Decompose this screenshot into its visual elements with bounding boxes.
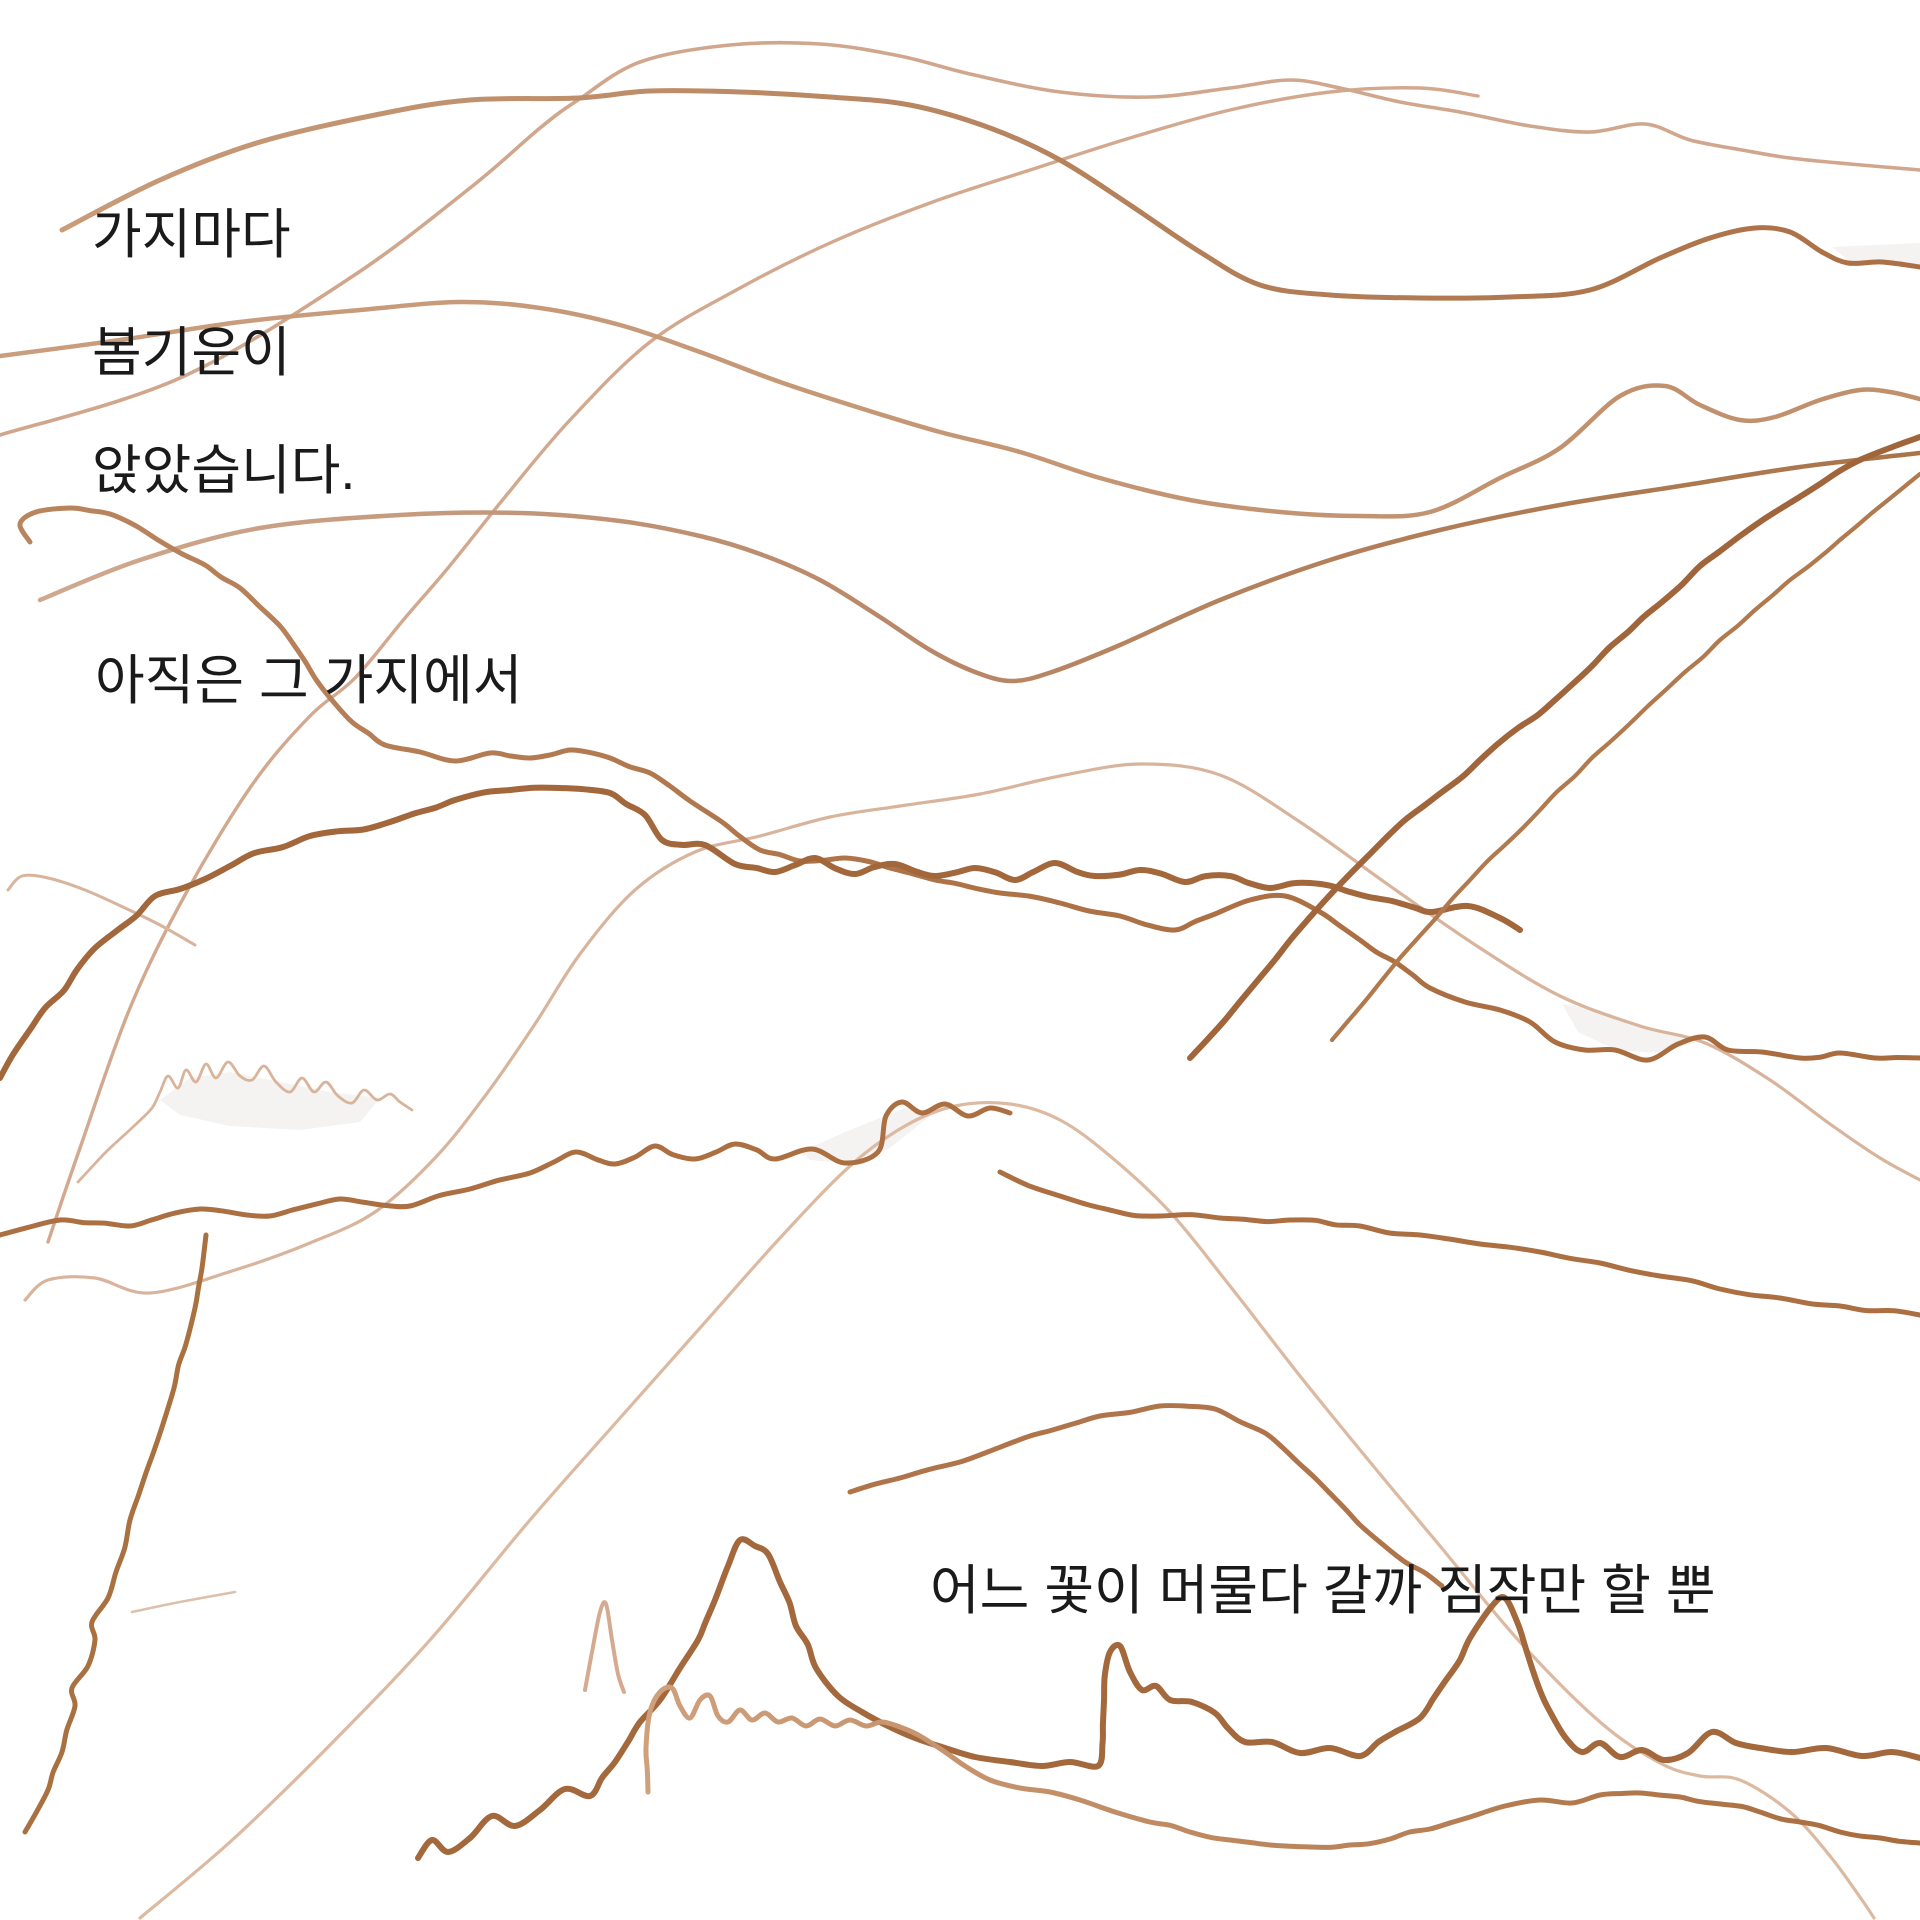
poem-line-2: 봄기운이 bbox=[92, 323, 291, 383]
poem-line-4: 아직은 그 가지에서 bbox=[95, 651, 523, 711]
poem-line-3: 앉았습니다. bbox=[92, 441, 356, 501]
lens-fill-mid bbox=[800, 1108, 935, 1163]
second-crest-stroke bbox=[59, 88, 1920, 301]
arc-lower-stroke bbox=[138, 1101, 1876, 1920]
wavy-mid-left-stroke bbox=[0, 1099, 1013, 1238]
hump-line-stroke bbox=[847, 1402, 1445, 1589]
steep-left-stroke bbox=[22, 1232, 209, 1835]
left-hook-stroke bbox=[6, 873, 197, 947]
wavy-mid-right-stroke bbox=[997, 1169, 1920, 1318]
arc-upper-stroke bbox=[23, 762, 1920, 1302]
corner-fill-top-right bbox=[1832, 243, 1920, 266]
tan-spike-stroke bbox=[583, 1600, 626, 1694]
scribble-cloud-stroke bbox=[76, 1060, 414, 1184]
mid-smooth-stroke bbox=[37, 450, 1920, 684]
climb-right-thin-stroke bbox=[1329, 471, 1920, 1043]
poem-line-1: 가지마다 bbox=[92, 205, 291, 265]
plateau-ridge-stroke bbox=[0, 784, 1523, 1081]
small-dash-stroke bbox=[130, 1590, 237, 1614]
poem-line-5: 어느 꽃이 머물다 갈까 짐작만 할 뿐 bbox=[930, 1561, 1716, 1621]
top-wave-stroke bbox=[0, 40, 1920, 437]
bottom-most-stroke bbox=[643, 1684, 1920, 1850]
cloud-fill bbox=[160, 1072, 380, 1130]
curl-ridge-stroke bbox=[17, 505, 1920, 1063]
wave-descender-stroke bbox=[0, 299, 1920, 519]
diagonal-climber-stroke bbox=[46, 86, 1480, 1244]
climb-right-thick-stroke bbox=[1187, 434, 1920, 1061]
lens-fill-right bbox=[1562, 1004, 1700, 1053]
bottom-ridge-stroke bbox=[415, 1536, 1920, 1861]
